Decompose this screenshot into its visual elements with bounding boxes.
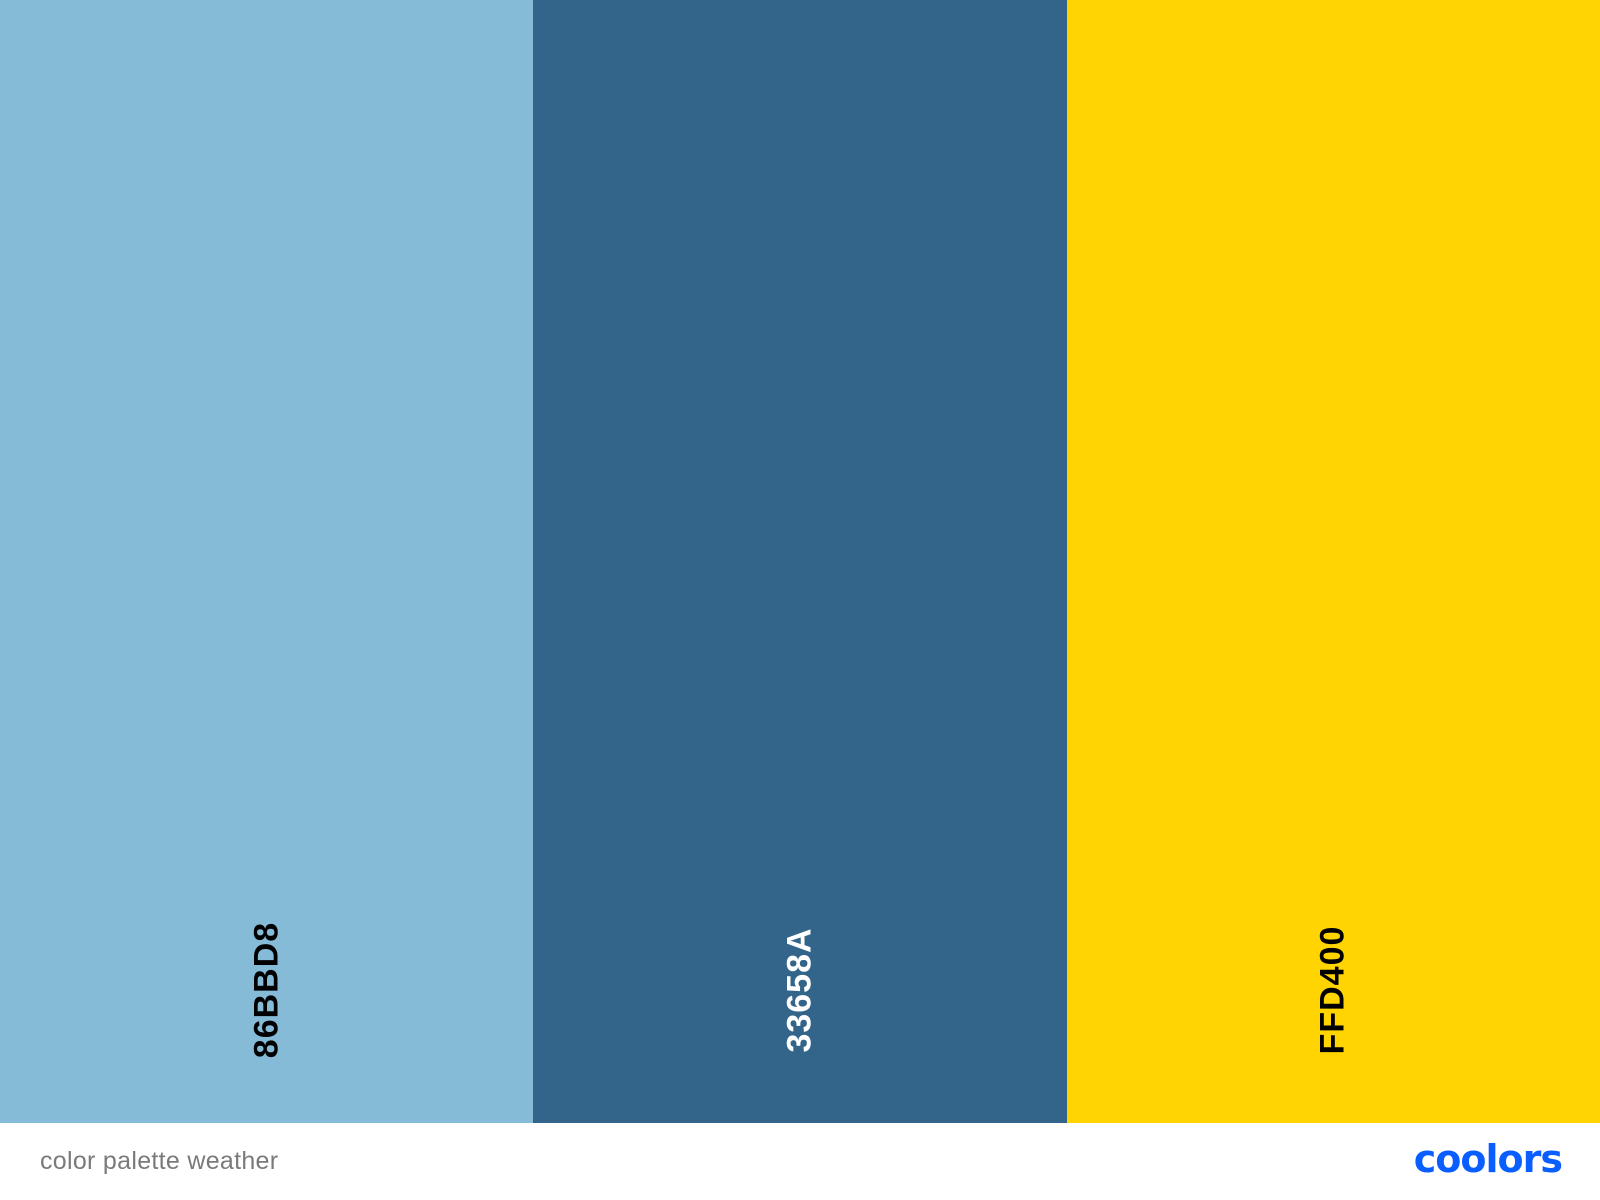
swatch-3[interactable]: FFD400	[1066, 0, 1600, 1123]
coolors-logo[interactable]: coolors	[1413, 1137, 1563, 1181]
footer: color palette weather coolors	[0, 1123, 1600, 1200]
swatch-2[interactable]: 33658A	[533, 0, 1067, 1123]
swatch-hex-label: 86BBD8	[247, 921, 286, 1059]
swatch-1[interactable]: 86BBD8	[0, 0, 534, 1123]
swatch-hex-label: FFD400	[1313, 925, 1352, 1055]
swatch-hex-label: 33658A	[780, 927, 819, 1053]
swatch-row: 86BBD8 33658A FFD400	[0, 0, 1600, 1123]
palette-name: color palette weather	[40, 1147, 279, 1175]
